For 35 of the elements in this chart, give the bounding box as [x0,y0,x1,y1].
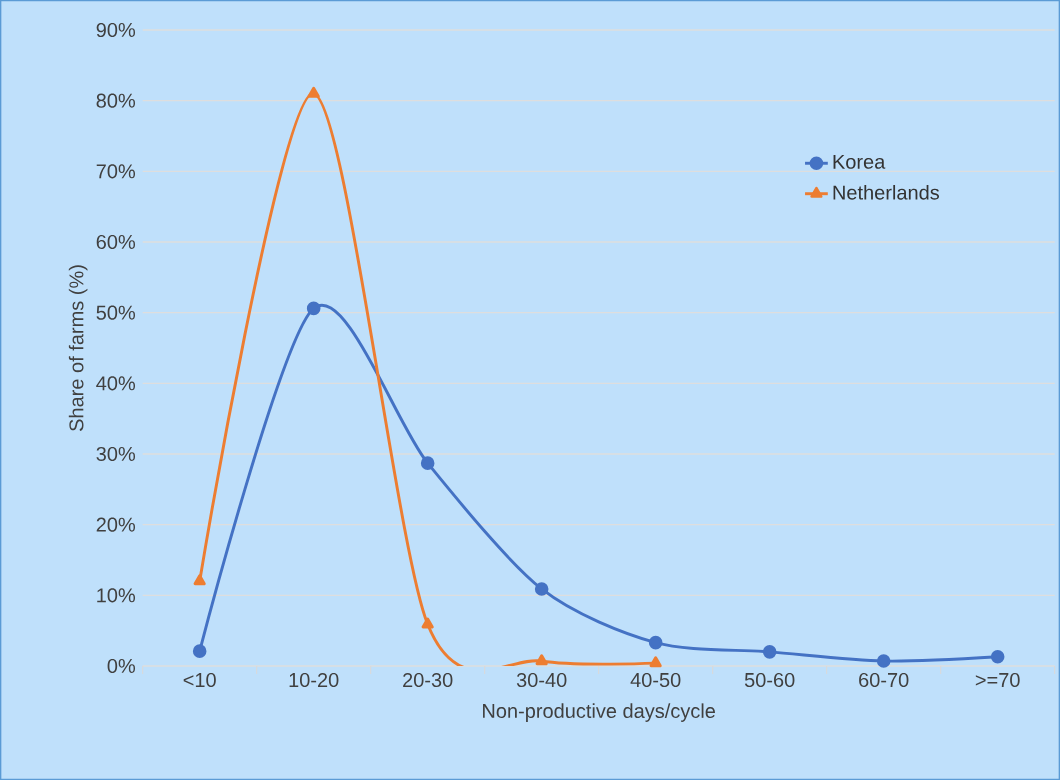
x-tick-label: 60-70 [859,672,909,688]
y-tick-label: 20% [96,517,136,532]
x-tick-label: <10 [183,672,216,688]
x-tick-label: 30-40 [516,672,567,688]
x-tick-label: 10-20 [289,672,339,688]
x-tick-label: 40-50 [630,672,681,688]
x-tick-label: >=70 [975,672,1020,688]
point [193,574,206,586]
legend-label: Korea [833,154,886,169]
y-tick-label: 0% [107,658,136,674]
y-tick-label: 40% [96,376,136,391]
y-tick-label: 10% [97,588,136,603]
point [420,456,435,470]
y-tick-label: 60% [96,234,136,250]
y-tick-label: 50% [96,305,136,320]
y-axis-title: Share of farms (%) [68,265,88,431]
point [306,301,321,316]
point [307,86,320,98]
point [192,644,207,658]
legend-label: Netherlands [833,184,940,200]
point [535,654,548,666]
point [648,635,663,650]
y-tick-label: 80% [96,93,136,108]
point [534,582,549,596]
y-tick-label: 30% [96,446,136,462]
y-tick-label: 90% [96,22,136,38]
point [762,645,777,659]
x-tick-label: 20-30 [403,672,453,688]
point [649,656,662,668]
x-tick-label: 50-60 [744,672,795,688]
point [876,654,891,668]
point [421,617,434,629]
x-axis-title: Non-productive days/cycle [483,703,715,722]
y-tick-label: 70% [96,164,136,179]
point [990,650,1005,664]
